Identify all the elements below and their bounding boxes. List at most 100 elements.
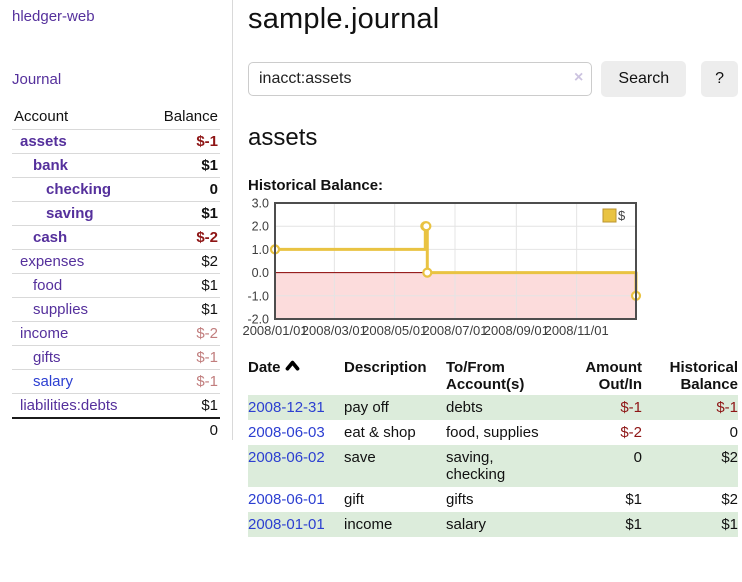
account-row: checking 0 <box>12 177 220 202</box>
account-balance: $1 <box>146 297 220 322</box>
svg-text:1.0: 1.0 <box>252 243 269 257</box>
historical-balance-chart[interactable]: 3.0 2.0 1.0 0.0 -1.0 -2.0 2008/01/01 2008/03/01… <box>242 197 642 341</box>
account-link[interactable]: assets <box>12 129 147 154</box>
sort-up-icon <box>285 360 299 371</box>
register-date-cell: 2008-06-02 <box>248 445 344 487</box>
register-description-cell: eat & shop <box>344 424 416 441</box>
register-row: 2008-06-03 eat & shop food, supplies $-2 0 <box>248 420 738 445</box>
register-row: 2008-06-02 save saving, checking 0 $2 <box>248 445 738 487</box>
register-accounts-cell: gifts <box>446 491 474 508</box>
register-balance-cell: $2 <box>642 445 738 487</box>
account-link[interactable]: checking <box>12 177 147 202</box>
account-row: cash $-2 <box>12 225 220 250</box>
register-balance-cell: $2 <box>721 491 738 508</box>
account-row: bank $1 <box>12 153 220 178</box>
svg-text:2008/07/01: 2008/07/01 <box>422 323 487 338</box>
clear-search-icon[interactable]: × <box>574 69 584 86</box>
account-link[interactable]: food <box>12 273 147 298</box>
transaction-date-link[interactable]: 2008-06-02 <box>248 449 325 466</box>
svg-text:2008/01/01: 2008/01/01 <box>242 323 307 338</box>
svg-text:0.0: 0.0 <box>252 266 269 280</box>
register-amount-cell: $-2 <box>620 424 642 441</box>
register-accounts-cell: food, supplies <box>446 424 539 441</box>
register-description-cell: gift <box>344 491 365 508</box>
account-row: food $1 <box>12 273 220 298</box>
account-balance: $2 <box>146 249 220 274</box>
nav-journal-link[interactable]: Journal <box>12 71 62 88</box>
svg-text:-1.0: -1.0 <box>247 289 269 303</box>
transaction-date-link[interactable]: 2008-06-03 <box>248 424 325 441</box>
account-link[interactable]: supplies <box>12 297 147 322</box>
svg-text:2008/09/01: 2008/09/01 <box>484 323 549 338</box>
account-link[interactable]: liabilities:debts <box>12 393 147 419</box>
svg-text:2.0: 2.0 <box>252 220 269 234</box>
account-link[interactable]: bank <box>12 153 147 178</box>
help-button[interactable]: ? <box>701 61 738 97</box>
account-balance: $-1 <box>146 129 220 154</box>
col-date-label: Date <box>248 359 281 376</box>
account-row: income $-2 <box>12 321 220 346</box>
account-link[interactable]: salary <box>12 369 147 394</box>
chart-canvas[interactable]: 3.0 2.0 1.0 0.0 -1.0 -2.02008/01/012008/03/01… <box>242 197 642 341</box>
register-date-cell: 2008-12-31 <box>248 395 344 420</box>
register-header-row: Date Description To/From Account(s) Amou… <box>248 357 738 395</box>
accounts-col-account: Account <box>12 105 147 130</box>
col-date[interactable]: Date <box>248 357 344 395</box>
account-balance: $1 <box>146 201 220 226</box>
account-link[interactable]: saving <box>12 201 147 226</box>
account-row: assets $-1 <box>12 129 220 154</box>
register-amount-cell: $-1 <box>564 395 642 420</box>
register-date-cell: 2008-06-01 <box>248 487 344 512</box>
legend-swatch <box>602 208 617 223</box>
chart-title: Historical Balance: <box>248 177 384 194</box>
register-amount-cell: $1 <box>564 512 642 537</box>
account-balance: $1 <box>146 273 220 298</box>
register-accounts-cell: salary <box>446 512 564 537</box>
register-row: 2008-01-01 income salary $1 $1 <box>248 512 738 537</box>
sidebar: hledger-web Journal Account Balance asse… <box>0 0 222 442</box>
account-link[interactable]: expenses <box>12 249 147 274</box>
register-description-cell: pay off <box>344 395 446 420</box>
col-description: Description <box>344 359 427 376</box>
accounts-total-row: 0 <box>12 417 220 442</box>
register-description-cell: save <box>344 445 446 487</box>
search-button[interactable]: Search <box>601 61 687 97</box>
account-balance: $-2 <box>146 321 220 346</box>
account-balance: $-1 <box>146 369 220 394</box>
register-accounts-cell: debts <box>446 395 564 420</box>
register-row: 2008-06-01 gift gifts $1 $2 <box>248 487 738 512</box>
account-row: salary $-1 <box>12 369 220 394</box>
svg-text:-2.0: -2.0 <box>247 313 269 327</box>
legend-label: $ <box>618 208 626 223</box>
account-row: supplies $1 <box>12 297 220 322</box>
register-date-cell: 2008-06-03 <box>248 420 344 445</box>
svg-text:2008/05/01: 2008/05/01 <box>362 323 427 338</box>
account-link[interactable]: income <box>12 321 147 346</box>
register-balance-cell: 0 <box>729 424 738 441</box>
account-balance: $1 <box>146 153 220 178</box>
account-link[interactable]: cash <box>12 225 147 250</box>
accounts-table: Account Balance assets $-1 bank $1 checking 0… <box>12 105 220 442</box>
register-amount-cell: $1 <box>625 491 642 508</box>
svg-text:2008/11/01: 2008/11/01 <box>545 323 609 338</box>
transaction-date-link[interactable]: 2008-06-01 <box>248 491 325 508</box>
transaction-date-link[interactable]: 2008-12-31 <box>248 399 325 416</box>
account-link[interactable]: gifts <box>12 345 147 370</box>
col-accounts: To/From Account(s) <box>446 359 525 393</box>
register-balance-cell: $1 <box>642 512 738 537</box>
register-amount-cell: 0 <box>564 445 642 487</box>
account-balance: $-2 <box>146 225 220 250</box>
account-balance: $-1 <box>146 345 220 370</box>
svg-text:2008/03/01: 2008/03/01 <box>302 323 367 338</box>
app-title-link[interactable]: hledger-web <box>12 8 95 25</box>
accounts-total-spacer <box>12 417 147 442</box>
register-description-cell: income <box>344 512 446 537</box>
account-row: liabilities:debts $1 <box>12 393 220 419</box>
account-balance: $1 <box>146 393 220 419</box>
accounts-total-value: 0 <box>146 417 220 442</box>
account-row: gifts $-1 <box>12 345 220 370</box>
search-input[interactable] <box>248 62 593 96</box>
transaction-date-link[interactable]: 2008-01-01 <box>248 516 325 533</box>
register-balance-cell: $-1 <box>642 395 738 420</box>
col-amount: Amount Out/In <box>585 359 642 393</box>
